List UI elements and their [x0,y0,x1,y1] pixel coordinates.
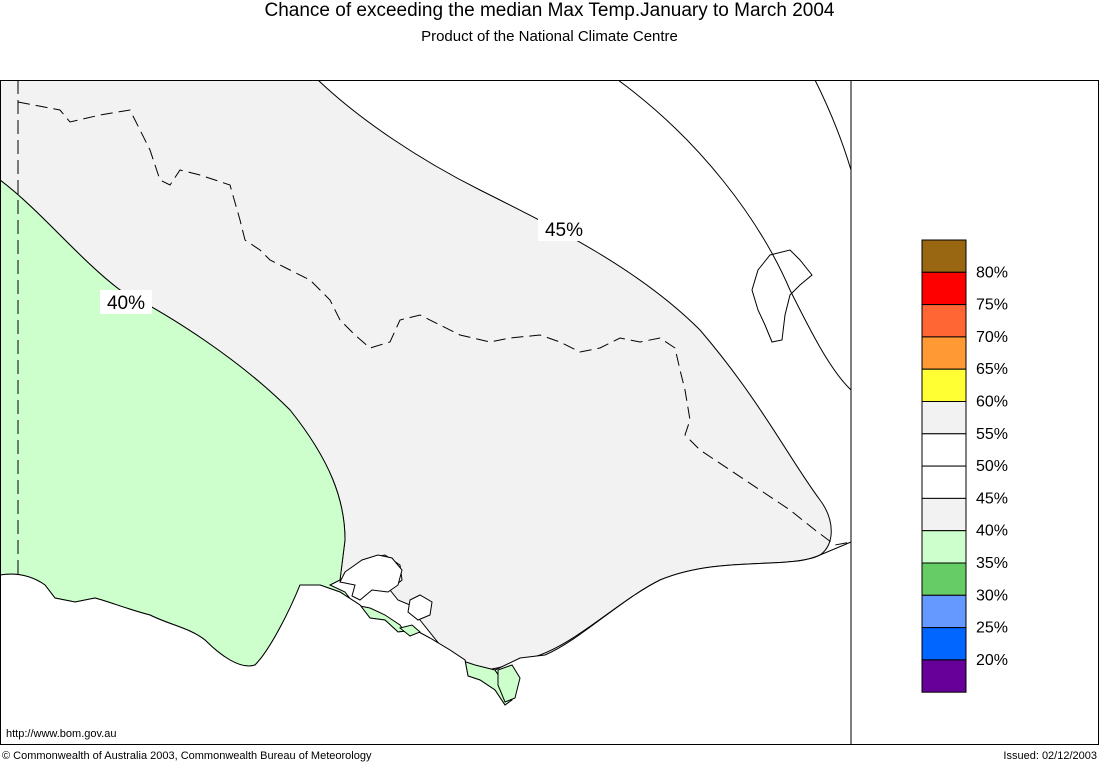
western-port-bay [407,594,433,621]
ocean-southwest [0,541,852,745]
legend-swatch [921,530,967,564]
legend-swatch [921,336,967,370]
contour-45 [617,80,852,391]
state-border [17,101,852,546]
contour-label-40: 40% [107,293,145,314]
label-40-bg [100,290,152,314]
island-outline [751,249,813,343]
legend-label: 25% [976,620,1008,637]
legend-swatch [921,401,967,435]
map-title: Chance of exceeding the median Max Temp.… [264,0,835,21]
website-url: http://www.bom.gov.au [6,728,117,740]
legend-label: 60% [976,394,1008,411]
legend-label: 55% [976,426,1008,443]
issued-date: Issued: 02/12/2003 [1003,750,1097,762]
legend-label: 35% [976,555,1008,572]
port-phillip-bay [339,554,403,601]
phillip-island [398,624,421,637]
legend-label: 70% [976,329,1008,346]
legend-label: 45% [976,490,1008,507]
legend-swatch [921,368,967,403]
legend-swatch [921,433,967,467]
wilsons-prom [497,664,521,703]
copyright-text: © Commonwealth of Australia 2003, Common… [2,750,372,762]
label-45-bg [538,217,590,241]
legend-label: 40% [976,523,1008,540]
legend-swatch [921,465,967,499]
legend-swatch [921,659,967,693]
legend-swatch [921,497,967,532]
legend-label: 80% [976,264,1008,281]
legend-swatch [921,304,967,338]
legend: 80% 75% 70% 65% 60% 55% 50% 45% 40% 35% 30% 25% 20% [921,239,1008,693]
contour-edge [814,80,852,171]
legend-label: 30% [976,587,1008,604]
map-canvas: 40% 45% 80% 75% 70% 65% 60% 55% 50% 45% 40% 35% 30… [0,80,1008,745]
legend-swatch [921,562,967,596]
contour-label-45: 45% [545,220,583,241]
map-frame [0,80,1099,745]
legend-label: 65% [976,361,1008,378]
legend-label: 75% [976,297,1008,314]
legend-swatch [921,239,967,273]
map-subtitle: Product of the National Climate Centre [421,28,678,45]
legend-label: 50% [976,458,1008,475]
legend-swatch [921,594,967,629]
legend-label: 20% [976,652,1008,669]
